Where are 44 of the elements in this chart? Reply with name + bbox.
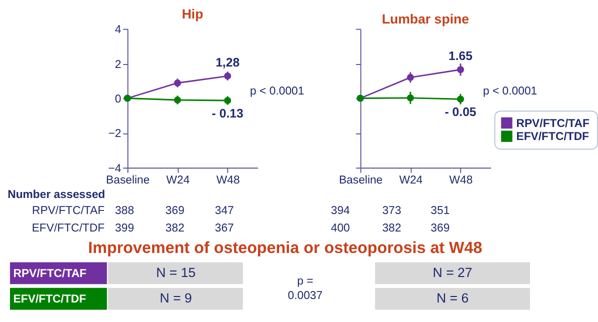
annotation: p < 0.0001 xyxy=(250,85,304,98)
text: N = 9 xyxy=(160,290,192,306)
text: 399 xyxy=(115,222,134,234)
y-tick-label: 4 xyxy=(114,24,122,36)
text: 367 xyxy=(214,222,234,234)
y-tick-label: −2 xyxy=(108,128,122,140)
x-tick-label: Baseline xyxy=(338,174,383,186)
x-tick-label: W48 xyxy=(449,174,473,186)
y-tick-label: −4 xyxy=(108,162,122,175)
chart-title: Hip xyxy=(182,6,204,22)
text: 347 xyxy=(214,205,234,218)
text: EFV/FTC/TDF xyxy=(32,222,105,234)
x-tick-label: W24 xyxy=(399,174,423,186)
y-tick-label: 2 xyxy=(114,58,122,71)
text: 382 xyxy=(382,222,402,234)
text: 394 xyxy=(330,205,350,218)
text: Number assessed xyxy=(8,189,106,202)
annotation: - 0.13 xyxy=(212,106,244,121)
annotation: p < 0.0001 xyxy=(482,85,538,98)
text: 382 xyxy=(165,222,184,234)
x-tick-label: W48 xyxy=(216,174,240,186)
text: RPV/FTC/TAF xyxy=(32,205,105,218)
text: 369 xyxy=(430,222,450,234)
annotation: 1,28 xyxy=(216,56,240,70)
text: RPV/FTC/TAF xyxy=(13,268,87,280)
text: EFV/FTC/TDF xyxy=(13,294,86,306)
annotation: - 0.05 xyxy=(444,105,476,120)
text: 369 xyxy=(165,205,184,218)
text: N = 27 xyxy=(432,264,472,280)
text: 388 xyxy=(115,205,134,218)
text: 373 xyxy=(382,205,402,218)
y-tick-label: 0 xyxy=(114,94,122,106)
annotation: 1.65 xyxy=(448,49,473,64)
text: N = 6 xyxy=(436,290,469,306)
chart-title: Lumbar spine xyxy=(382,12,470,27)
text: Improvement of osteopenia or osteoporosis at W48 xyxy=(88,239,482,258)
text: 351 xyxy=(430,205,450,218)
text: N = 15 xyxy=(156,264,196,280)
x-tick-label: W24 xyxy=(166,174,190,186)
legend-label: RPV/FTC/TAF xyxy=(516,118,590,130)
text: 400 xyxy=(330,222,350,234)
x-tick-label: Baseline xyxy=(106,174,150,186)
text: p = 0.0037 xyxy=(288,276,323,302)
legend-label: EFV/FTC/TDF xyxy=(516,131,590,144)
